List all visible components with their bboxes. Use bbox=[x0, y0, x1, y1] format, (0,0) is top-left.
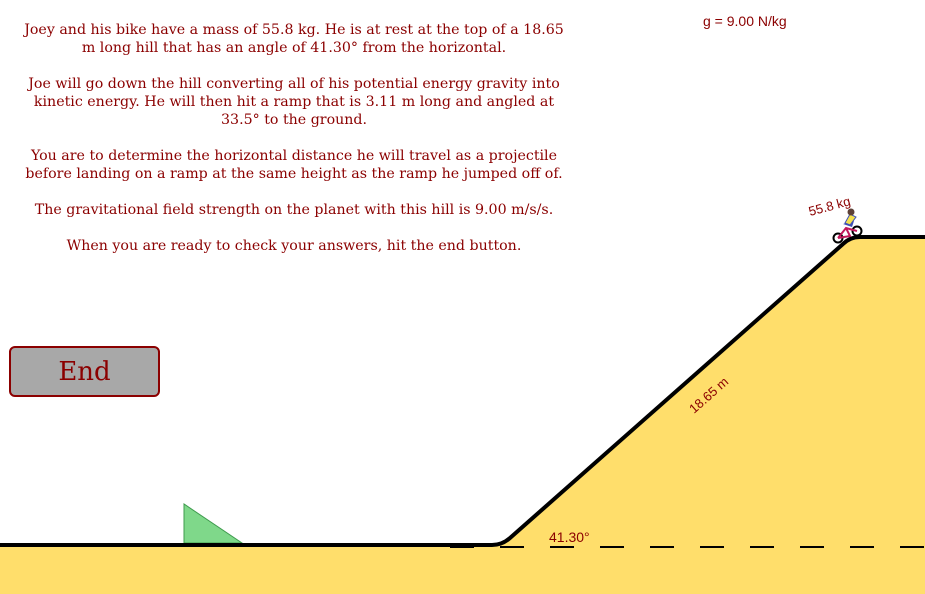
problem-paragraph: Joey and his bike have a mass of 55.8 kg… bbox=[24, 22, 564, 56]
gravity-readout: g = 9.00 N/kg bbox=[703, 13, 787, 29]
bike-rider-icon bbox=[832, 208, 863, 244]
hill-fill bbox=[495, 237, 925, 545]
end-button[interactable]: End bbox=[9, 346, 160, 397]
ground-fill bbox=[0, 545, 925, 594]
problem-paragraph: The gravitational field strength on the … bbox=[34, 202, 554, 218]
problem-statement: Joey and his bike have a mass of 55.8 kg… bbox=[18, 21, 570, 273]
angle-label: 41.30° bbox=[549, 529, 590, 545]
mass-label: 55.8 kg bbox=[807, 193, 852, 219]
problem-paragraph: Joe will go down the hill converting all… bbox=[28, 76, 560, 128]
launch-ramp bbox=[183, 503, 244, 544]
problem-paragraph: You are to determine the horizontal dist… bbox=[25, 148, 563, 182]
problem-paragraph: When you are ready to check your answers… bbox=[66, 238, 522, 254]
ground-outline bbox=[0, 235, 925, 547]
